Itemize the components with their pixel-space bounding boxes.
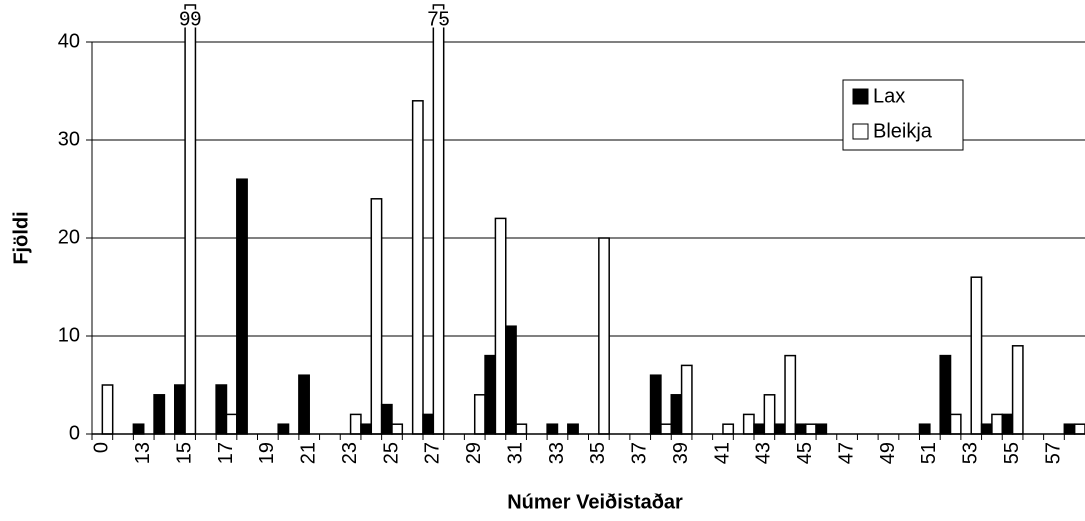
bar — [742, 413, 755, 435]
bar — [484, 354, 497, 435]
bar — [184, 4, 197, 435]
y-axis-title: Fjöldi — [10, 211, 32, 264]
bar — [370, 198, 383, 435]
bar — [1063, 423, 1076, 435]
x-tick-label: 35 — [587, 442, 609, 464]
bar — [980, 423, 993, 435]
x-tick-label: 13 — [132, 442, 154, 464]
x-tick-label: 37 — [629, 442, 651, 464]
bar — [153, 394, 166, 435]
bar — [432, 4, 445, 435]
bar — [515, 423, 528, 435]
legend-label: Lax — [873, 85, 905, 107]
bar — [132, 423, 145, 435]
x-axis-title: Númer Veiðistaðar — [507, 491, 683, 513]
legend-label: Bleikja — [873, 120, 933, 142]
bar — [598, 237, 610, 435]
x-tick-label: 23 — [339, 442, 361, 464]
bar — [649, 374, 662, 435]
bar — [670, 394, 683, 435]
bar — [939, 354, 952, 435]
bar — [473, 394, 486, 435]
bar — [804, 423, 817, 435]
x-tick-label: 25 — [380, 442, 402, 464]
x-tick-label: 57 — [1042, 442, 1064, 464]
x-tick-label: 19 — [256, 442, 278, 464]
x-tick-label: 41 — [711, 442, 733, 464]
bar — [815, 423, 828, 435]
bar — [494, 217, 507, 435]
x-tick-label: 43 — [753, 442, 775, 464]
x-tick-label: 49 — [877, 442, 899, 464]
bar — [225, 413, 238, 435]
bar — [349, 413, 362, 435]
bar — [101, 384, 114, 435]
x-tick-label: 21 — [298, 442, 320, 464]
bar — [277, 423, 290, 435]
bar — [949, 413, 962, 435]
x-tick-label: 29 — [463, 442, 485, 464]
y-tick-label: 0 — [69, 422, 80, 444]
bar — [660, 423, 672, 435]
x-tick-label: 15 — [173, 442, 195, 464]
value-label: 99 — [179, 8, 201, 30]
bar — [567, 423, 579, 435]
x-tick-label: 33 — [546, 442, 568, 464]
bar — [680, 364, 693, 435]
x-tick-label: 17 — [215, 442, 237, 464]
bar — [391, 423, 404, 435]
x-tick-label: 51 — [918, 442, 940, 464]
y-tick-label: 30 — [58, 128, 80, 150]
x-tick-label: 39 — [670, 442, 692, 464]
bar — [784, 354, 797, 435]
legend-swatch — [852, 88, 869, 105]
bar — [722, 423, 735, 435]
bar — [918, 423, 931, 435]
y-tick-label: 10 — [58, 324, 80, 346]
bar — [505, 325, 517, 435]
bar — [546, 423, 559, 435]
x-tick-label: 31 — [504, 442, 526, 464]
bar — [763, 394, 776, 435]
bar — [380, 403, 393, 435]
bar — [1073, 423, 1085, 435]
bar — [411, 100, 424, 435]
value-label: 75 — [427, 8, 449, 30]
bar — [1011, 345, 1024, 435]
x-tick-label: 0 — [91, 442, 113, 453]
bar — [773, 423, 786, 435]
bar — [422, 413, 435, 435]
bar — [970, 276, 983, 435]
x-tick-label: 27 — [422, 442, 444, 464]
x-tick-label: 53 — [960, 442, 982, 464]
x-tick-label: 47 — [835, 442, 857, 464]
bar — [794, 423, 807, 435]
y-tick-label: 40 — [58, 30, 80, 52]
bar — [236, 178, 248, 435]
bar — [298, 374, 310, 435]
bar — [360, 423, 373, 435]
legend-swatch — [852, 123, 869, 140]
bar — [174, 384, 186, 435]
x-tick-label: 55 — [1001, 442, 1023, 464]
bar — [215, 384, 228, 435]
y-tick-label: 20 — [58, 226, 80, 248]
bar — [753, 423, 766, 435]
x-tick-label: 45 — [794, 442, 816, 464]
bar — [1001, 413, 1014, 435]
legend: Lax Bleikja — [842, 79, 964, 151]
bar — [991, 413, 1003, 435]
